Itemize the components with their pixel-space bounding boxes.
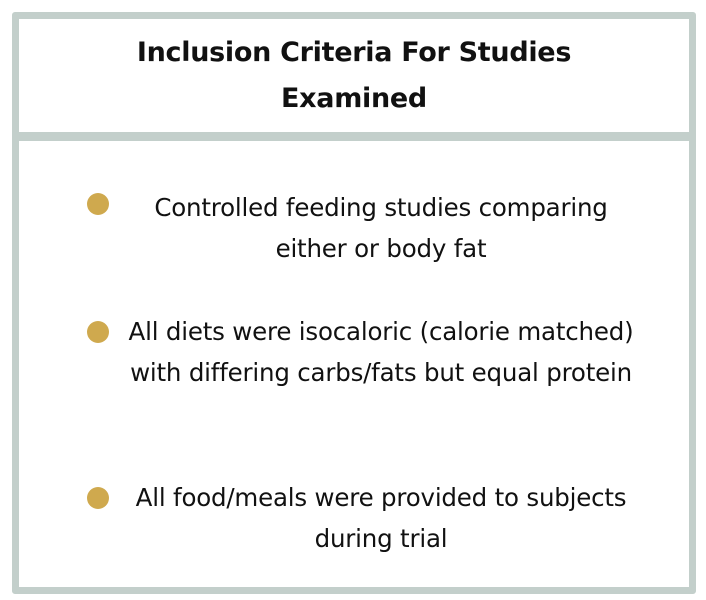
bullet-dot-icon (87, 193, 109, 215)
criteria-list: Controlled feeding studies comparing eit… (19, 141, 689, 587)
card-title: Inclusion Criteria For Studies Examined (136, 36, 572, 114)
bullet-dot-icon (87, 487, 109, 509)
criteria-item-text: All food/meals were provided to subjects… (135, 483, 627, 553)
bullet-dot-icon (87, 321, 109, 343)
criteria-card: Inclusion Criteria For Studies Examined … (12, 12, 696, 594)
criteria-item-text: All diets were isocaloric (calorie match… (128, 317, 634, 387)
criteria-item-text: Controlled feeding studies comparing eit… (154, 193, 608, 263)
card-header: Inclusion Criteria For Studies Examined (19, 19, 689, 141)
